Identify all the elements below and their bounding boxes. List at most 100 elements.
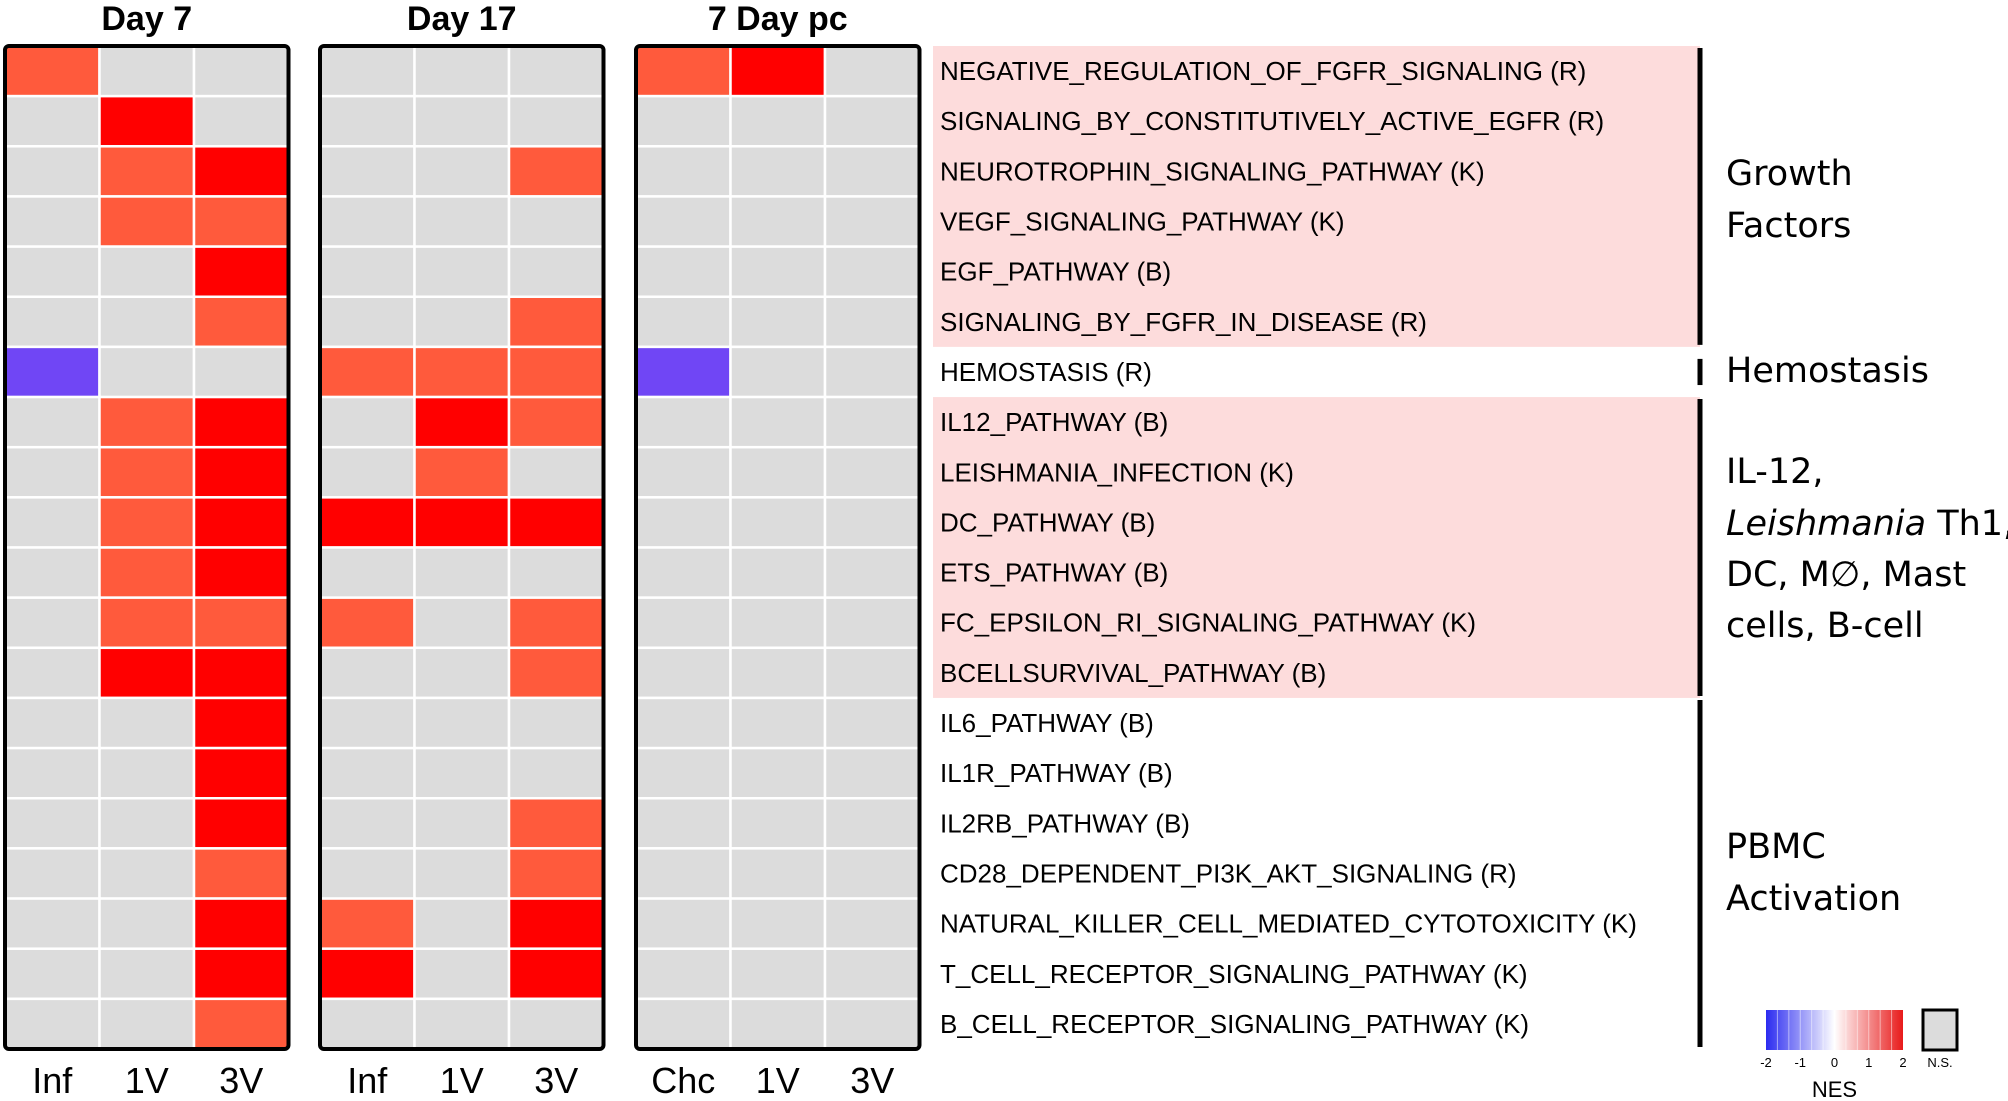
pathway-label: HEMOSTASIS (R) (940, 357, 1152, 387)
heatmap-cell (3, 245, 101, 299)
heatmap-cell (98, 94, 196, 148)
heatmap-cell (413, 195, 511, 248)
heatmap-cell (634, 245, 732, 299)
heatmap-cell (634, 947, 732, 1001)
ns-label: N.S. (1927, 1055, 1952, 1070)
column-label: Inf (32, 1060, 73, 1101)
heatmap-cell (507, 746, 605, 800)
heatmap-cell (634, 295, 732, 349)
heatmap-cell (318, 546, 416, 599)
panel-frame (634, 44, 922, 1051)
pathway-label: B_CELL_RECEPTOR_SIGNALING_PATHWAY (K) (940, 1009, 1529, 1039)
heatmap-cell (318, 947, 416, 1001)
heatmap-cell (634, 496, 732, 549)
heatmap-cell (507, 195, 605, 248)
column-label: 3V (850, 1060, 894, 1101)
pathway-label: CD28_DEPENDENT_PI3K_AKT_SIGNALING (R) (940, 858, 1517, 888)
heatmap-cell (413, 496, 511, 549)
heatmap-cell (192, 345, 290, 399)
heatmap-cell (3, 947, 101, 1001)
panel-frame (318, 44, 606, 1051)
heatmap-cell (98, 445, 196, 499)
heatmap-cell (729, 245, 827, 299)
heatmap-cell (823, 44, 921, 98)
pathway-label: NATURAL_KILLER_CELL_MEDIATED_CYTOTOXICIT… (940, 909, 1637, 939)
heatmap-cell (192, 445, 290, 499)
heatmap-cell (98, 596, 196, 650)
heatmap-cell (729, 395, 827, 449)
pathway-label: IL2RB_PATHWAY (B) (940, 808, 1190, 838)
heatmap-cell (634, 746, 732, 800)
heatmap-cell (192, 797, 290, 850)
heatmap-cell (729, 746, 827, 800)
heatmap-cell (413, 44, 511, 98)
heatmap-cell (507, 94, 605, 148)
heatmap-cell (318, 195, 416, 248)
colorbar-title: NES (1812, 1077, 1857, 1101)
heatmap-cell (413, 897, 511, 950)
heatmap-cell (507, 345, 605, 399)
heatmap-cell (413, 596, 511, 650)
heatmap-cell (3, 195, 101, 248)
column-label: Inf (347, 1060, 388, 1101)
pathway-label: IL1R_PATHWAY (B) (940, 758, 1173, 788)
heatmap-cell (823, 797, 921, 850)
heatmap-cell (823, 897, 921, 950)
heatmap-cell (823, 94, 921, 148)
heatmap-cell (318, 44, 416, 98)
heatmap-cell (413, 646, 511, 700)
pathway-label: VEGF_SIGNALING_PATHWAY (K) (940, 207, 1345, 237)
heatmap-cell (413, 746, 511, 800)
heatmap-cell (823, 345, 921, 399)
heatmap-cell (318, 696, 416, 750)
heatmap-cell (729, 496, 827, 549)
heatmap-cell (507, 145, 605, 198)
heatmap-cell (413, 245, 511, 299)
heatmap-cell (413, 145, 511, 198)
heatmap-cell (318, 746, 416, 800)
heatmap-cell (318, 646, 416, 700)
heatmap-cell (413, 395, 511, 449)
heatmap-cell (507, 496, 605, 549)
heatmap-cell (192, 997, 290, 1051)
heatmap-cell (3, 797, 101, 850)
heatmap-cell (98, 696, 196, 750)
heatmap-cell (634, 195, 732, 248)
colorbar-tick-label: 1 (1865, 1055, 1872, 1070)
heatmap-cell (3, 295, 101, 349)
group-shade-0 (933, 46, 1700, 347)
heatmap-cell (729, 295, 827, 349)
heatmap-cell (318, 295, 416, 349)
heatmap-cell (192, 245, 290, 299)
heatmap-cell (413, 696, 511, 750)
heatmap-cell (3, 847, 101, 900)
heatmap-cell (507, 897, 605, 950)
heatmap-cell (318, 395, 416, 449)
heatmap-cell (507, 44, 605, 98)
heatmap-cell (507, 546, 605, 599)
heatmap-cell (729, 997, 827, 1051)
heatmap-cell (3, 596, 101, 650)
heatmap-cell (192, 145, 290, 198)
group-label: cells, B-cell (1726, 606, 1924, 646)
heatmap-cell (192, 847, 290, 900)
heatmap-cell (823, 696, 921, 750)
heatmap-cell (634, 847, 732, 900)
heatmap-cell (507, 295, 605, 349)
group-label: DC, M∅, Mast (1726, 555, 1966, 595)
heatmap-cell (98, 145, 196, 198)
heatmap-cell (634, 445, 732, 499)
heatmap-cell (507, 596, 605, 650)
heatmap-cell (823, 596, 921, 650)
heatmap-cell (823, 997, 921, 1051)
group-label: Growth (1726, 154, 1853, 194)
heatmap-cell (3, 696, 101, 750)
heatmap-cell (634, 696, 732, 750)
heatmap-cell (413, 847, 511, 900)
heatmap-cell (507, 797, 605, 850)
heatmap-cell (507, 847, 605, 900)
column-label: 1V (125, 1060, 169, 1101)
pathway-label: SIGNALING_BY_FGFR_IN_DISEASE (R) (940, 307, 1427, 337)
group-label: Leishmania Th1, (1726, 504, 2008, 544)
